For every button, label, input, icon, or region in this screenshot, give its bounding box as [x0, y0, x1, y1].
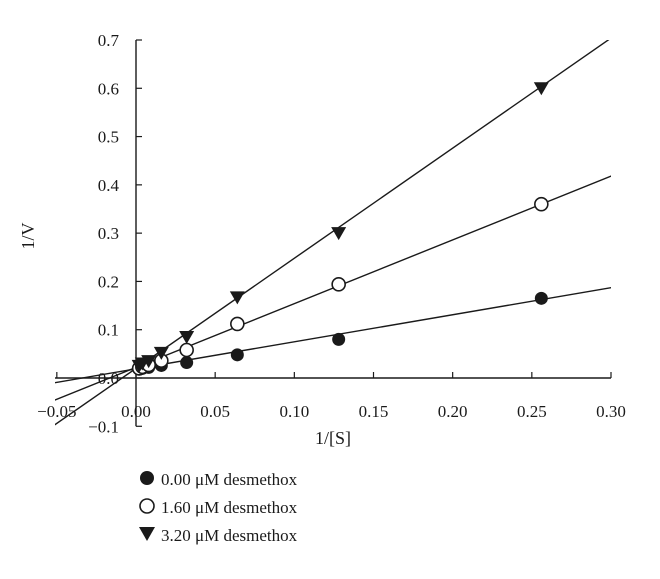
point-s1-5 [230, 316, 245, 332]
x-tick-label-4: 0.15 [359, 402, 389, 421]
legend: 0.00 μM desmethox 1.60 μM desmethox 3.20… [139, 470, 298, 545]
y-tick-label-7: 0.6 [98, 79, 119, 98]
y-tick-label-5: 0.4 [98, 176, 120, 195]
y-tick-label-1: 0.0 [98, 369, 119, 388]
y-tick-label-3: 0.2 [98, 272, 119, 291]
point-s0-4 [180, 356, 194, 370]
legend-marker-triangle-down [139, 527, 155, 541]
x-axis-title: 1/[S] [315, 428, 351, 448]
legend-label-2: 3.20 μM desmethox [161, 526, 298, 545]
legend-entry-1: 1.60 μM desmethox [139, 498, 298, 517]
fit-lines [55, 40, 611, 426]
x-tick-label-3: 0.10 [279, 402, 309, 421]
fit-line-2 [55, 40, 610, 426]
point-s1-6 [331, 277, 346, 292]
point-s0-6 [332, 332, 346, 346]
point-s2-7 [533, 82, 549, 96]
y-tick-label-2: 0.1 [98, 321, 119, 340]
y-tick-label-4: 0.3 [98, 224, 119, 243]
x-tick-label-2: 0.05 [200, 402, 230, 421]
point-s2-6 [331, 227, 347, 241]
y-axis-title: 1/V [18, 222, 38, 249]
fit-line-0 [55, 286, 611, 384]
x-tick-label-7: 0.30 [596, 402, 626, 421]
data-points [131, 82, 549, 376]
legend-marker-open-circle [139, 498, 155, 514]
x-tick-label-5: 0.20 [438, 402, 468, 421]
x-tick-label-6: 0.25 [517, 402, 547, 421]
point-s1-7 [534, 196, 549, 212]
y-tick-label-0: −0.1 [88, 417, 119, 436]
x-tick-label-0: −0.05 [37, 402, 76, 421]
legend-entry-0: 0.00 μM desmethox [140, 470, 298, 489]
point-s1-4 [179, 342, 194, 358]
x-tick-label-1: 0.00 [121, 402, 151, 421]
y-tick-label-6: 0.5 [98, 128, 119, 147]
tick-marks [56, 39, 612, 427]
legend-label-1: 1.60 μM desmethox [161, 498, 298, 517]
legend-marker-filled-circle [140, 471, 154, 485]
point-s2-3 [153, 346, 169, 360]
point-s2-4 [179, 330, 195, 344]
point-s0-7 [534, 291, 548, 305]
y-tick-label-8: 0.7 [98, 31, 120, 50]
legend-label-0: 0.00 μM desmethox [161, 470, 298, 489]
point-s0-5 [230, 348, 244, 362]
legend-entry-2: 3.20 μM desmethox [139, 526, 298, 545]
point-s2-5 [229, 291, 245, 305]
point-s2-2 [141, 355, 157, 369]
fit-line-1 [55, 175, 611, 401]
